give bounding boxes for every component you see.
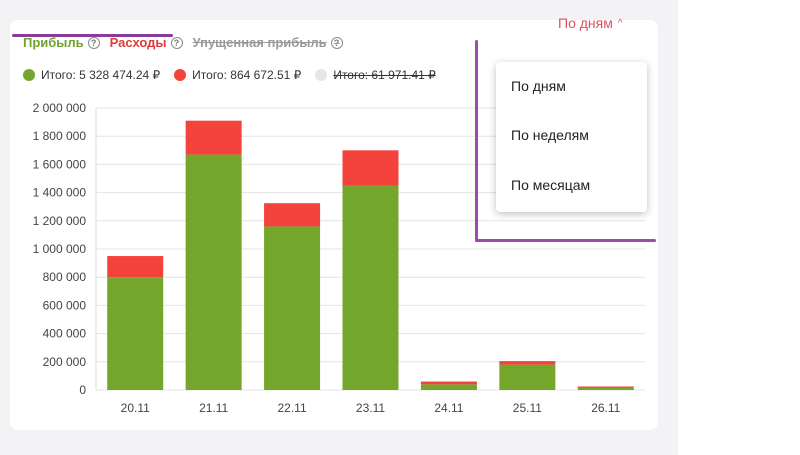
y-tick-label: 600 000 <box>43 298 87 312</box>
tab-profit[interactable]: Прибыль ? <box>23 35 100 50</box>
x-tick-label: 25.11 <box>513 401 542 415</box>
period-select[interactable]: По дням ^ <box>558 15 623 31</box>
bar-segment-profit[interactable] <box>499 364 556 390</box>
period-selected-label: По дням <box>558 15 613 31</box>
y-tick-label: 0 <box>79 383 86 397</box>
legend-dot-expenses <box>174 69 187 81</box>
legend-item-expenses[interactable]: Итого: 864 672.51 ₽ <box>174 68 301 82</box>
right-background <box>678 0 800 455</box>
bar-segment-expenses[interactable] <box>499 361 556 365</box>
tab-expenses[interactable]: Расходы ? <box>110 35 183 50</box>
legend-item-lost-profit[interactable]: Итого: 61 971.41 ₽ <box>315 68 436 82</box>
bar-segment-profit[interactable] <box>342 185 399 390</box>
x-tick-label: 22.11 <box>278 401 307 415</box>
tab-expenses-label: Расходы <box>109 35 167 50</box>
legend-dot-lost-profit <box>315 69 328 81</box>
tab-lost-profit-label: Упущенная прибыль <box>192 35 327 50</box>
x-tick-label: 23.11 <box>356 401 385 415</box>
x-tick-label: 24.11 <box>434 401 463 415</box>
tab-profit-label: Прибыль <box>23 35 84 50</box>
y-tick-label: 400 000 <box>43 327 87 341</box>
legend-label-expenses: Итого: 864 672.51 ₽ <box>192 68 302 82</box>
dropdown-highlight-vertical <box>475 40 478 242</box>
y-tick-label: 1 800 000 <box>33 129 87 143</box>
bar-segment-expenses[interactable] <box>420 381 477 385</box>
dropdown-option-weeks[interactable]: По неделям <box>511 127 589 143</box>
tabs-highlight-underline <box>12 34 173 37</box>
x-tick-label: 26.11 <box>591 401 620 415</box>
bar-segment-profit[interactable] <box>577 387 634 390</box>
period-dropdown: По дням По неделям По месяцам <box>496 62 647 212</box>
legend-label-profit: Итого: 5 328 474.24 ₽ <box>41 68 161 82</box>
bar-segment-expenses[interactable] <box>185 120 242 155</box>
bar-segment-profit[interactable] <box>420 384 477 390</box>
chevron-up-icon: ^ <box>617 17 623 29</box>
dropdown-option-days[interactable]: По дням <box>511 78 566 94</box>
bar-segment-expenses[interactable] <box>107 256 164 278</box>
x-tick-label: 21.11 <box>199 401 228 415</box>
tab-lost-profit[interactable]: Упущенная прибыль ? <box>193 35 343 50</box>
dropdown-option-months[interactable]: По месяцам <box>511 177 591 193</box>
y-tick-label: 1 600 000 <box>33 157 87 171</box>
y-tick-label: 1 200 000 <box>33 214 87 228</box>
bar-segment-profit[interactable] <box>107 277 164 390</box>
help-icon[interactable]: ? <box>87 36 100 49</box>
metric-tabs: Прибыль ? Расходы ? Упущенная прибыль ? <box>23 35 353 50</box>
y-tick-label: 200 000 <box>43 355 87 369</box>
legend-item-profit[interactable]: Итого: 5 328 474.24 ₽ <box>23 68 160 82</box>
bar-segment-expenses[interactable] <box>577 386 634 388</box>
help-icon[interactable]: ? <box>330 36 343 49</box>
dropdown-highlight-horizontal <box>475 239 656 242</box>
help-icon[interactable]: ? <box>170 36 183 49</box>
y-tick-label: 1 400 000 <box>33 186 87 200</box>
legend-dot-profit <box>23 69 35 81</box>
chart-legend: Итого: 5 328 474.24 ₽ Итого: 864 672.51 … <box>23 68 450 82</box>
y-tick-label: 800 000 <box>43 270 87 284</box>
y-tick-label: 2 000 000 <box>33 101 87 115</box>
legend-label-lost-profit: Итого: 61 971.41 ₽ <box>333 68 436 82</box>
bar-segment-expenses[interactable] <box>342 150 399 186</box>
y-tick-label: 1 000 000 <box>33 242 87 256</box>
x-tick-label: 20.11 <box>121 401 150 415</box>
bar-segment-expenses[interactable] <box>264 203 321 227</box>
bar-segment-profit[interactable] <box>264 226 321 390</box>
bar-segment-profit[interactable] <box>185 154 242 390</box>
